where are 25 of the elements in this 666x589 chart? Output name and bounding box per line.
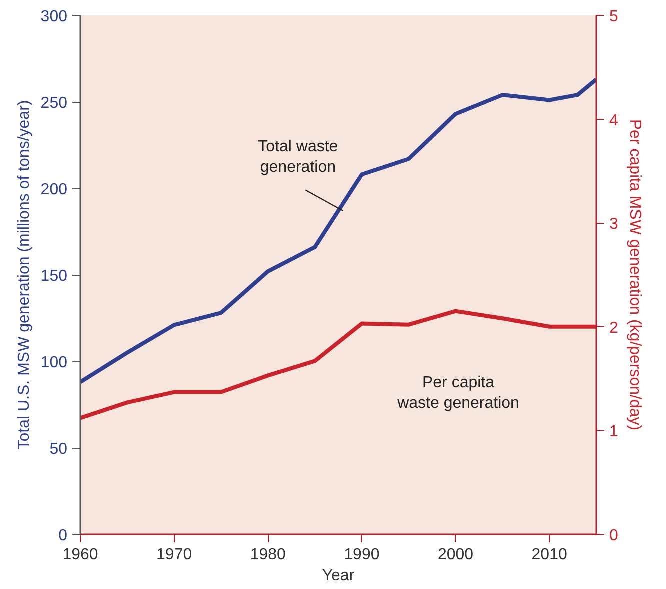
y-tick-label: 200 xyxy=(40,182,68,198)
x-tick-label: 1960 xyxy=(62,546,98,564)
x-axis-title: Year xyxy=(322,568,356,584)
x-tick-label: 1990 xyxy=(344,546,380,564)
x-tick-label: 2000 xyxy=(438,546,474,564)
y2-tick-label: 1 xyxy=(610,424,618,441)
x-tick-label: 2010 xyxy=(532,546,568,564)
x-tick-label: 1980 xyxy=(250,546,286,564)
line-series xyxy=(80,309,596,420)
y2-axis-title: Per capita MSW generation (kg/person/day) xyxy=(626,119,644,431)
y-tick-label: 300 xyxy=(40,8,68,26)
y2-tick-label: 2 xyxy=(610,320,618,337)
y2-tick-label: 0 xyxy=(610,528,618,544)
y2-tick-label: 3 xyxy=(610,216,618,234)
y-tick-label: 0 xyxy=(58,528,68,544)
y-axis-title: Total U.S. MSW generation (millions of tons/year) xyxy=(16,100,33,450)
y2-tick-label: 4 xyxy=(610,112,618,130)
y-tick-label: 150 xyxy=(40,268,68,285)
x-tick-label: 1970 xyxy=(156,546,192,564)
y-tick-label: 100 xyxy=(40,354,68,372)
annotation: Per capita waste generation xyxy=(396,374,520,412)
y-tick-label: 50 xyxy=(50,441,68,458)
annotation: Total waste generation xyxy=(258,138,338,176)
y-tick-label: 250 xyxy=(40,95,68,112)
y2-tick-label: 5 xyxy=(610,8,618,26)
